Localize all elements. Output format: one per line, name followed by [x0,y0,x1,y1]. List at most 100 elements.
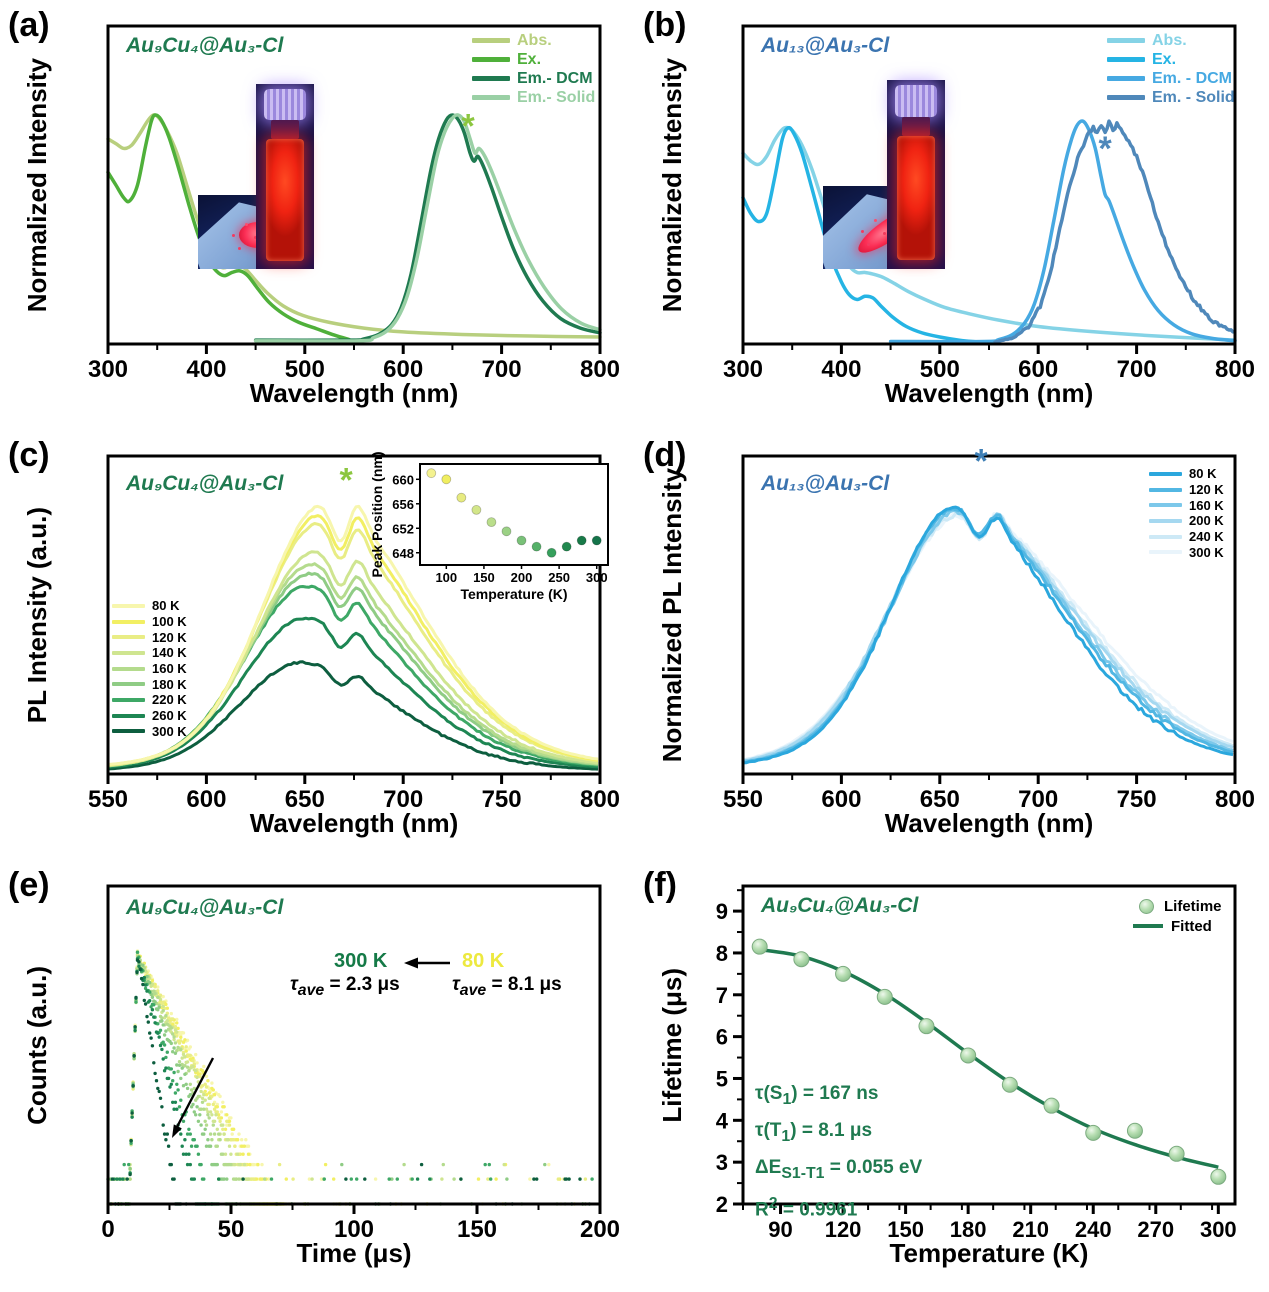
panel-f-y-axis-title: Lifetime (μs) [656,967,687,1123]
legend-swatch-icon [1149,534,1182,539]
legend-label: 80 K [152,598,180,614]
svg-text:600: 600 [1018,356,1058,383]
legend-label: 240 K [1189,529,1224,545]
svg-text:650: 650 [285,786,325,813]
svg-text:150: 150 [887,1217,924,1242]
legend-item-160-k: 160 K [1149,497,1224,513]
svg-text:400: 400 [186,356,226,383]
svg-text:100: 100 [334,1216,374,1243]
legend-label: Em.- Solid [517,88,596,106]
panel-a-title: Au₉Cu₄@Au₃-Cl [126,34,284,57]
legend-label: 160 K [152,661,187,677]
svg-text:650: 650 [920,786,960,813]
lifetime-marker-icon [1139,898,1154,914]
cuvette-photo [256,84,314,269]
svg-text:90: 90 [768,1217,792,1242]
legend-label: 140 K [152,645,187,661]
powder-specks [883,231,886,235]
legend-swatch-icon [112,650,145,655]
panel-c-title: Au₉Cu₄@Au₃-Cl [126,472,284,495]
legend-swatch-icon [472,95,510,100]
legend-item-em-solid: Em. - Solid [1107,88,1235,107]
legend-swatch-icon [112,729,145,734]
legend-swatch-icon [112,666,145,671]
annotation-300k: 300 K [334,950,388,972]
legend-item-120-k: 120 K [112,629,187,645]
powder-specks [254,235,257,239]
panel-e-label: (e) [8,866,50,904]
cuvette-neck [271,120,299,139]
svg-text:150: 150 [473,570,495,585]
legend-item-ex-: Ex. [1107,50,1235,69]
legend-item-200-k: 200 K [1149,513,1224,529]
svg-text:3: 3 [716,1150,728,1175]
panel-c-x-axis-title: Wavelength (nm) [249,808,459,838]
cuvette-cap [264,88,306,121]
legend-swatch-icon [1107,38,1145,43]
svg-text:100: 100 [435,570,457,585]
legend-swatch-icon [1107,76,1145,81]
svg-text:8: 8 [716,941,728,966]
legend-swatch-icon [1107,57,1145,62]
panel-a-label: (a) [8,6,50,44]
legend-swatch-icon [1149,518,1182,523]
legend-swatch-icon [472,38,510,43]
cuvette-neck [902,116,930,136]
panel-c-y-axis-title: PL Intensity (a.u.) [21,506,52,724]
stat-r-squared: R2 = 0.9961 [755,1195,858,1221]
panel-d: 550 600 650 700 750 800 * (d) Au₁₃@Au₃-Cl Norm… [635,430,1269,860]
panel-e-x-axis-title: Time (μs) [296,1238,412,1268]
panel-f-label: (f) [643,866,677,904]
panel-d-label: (d) [643,436,687,474]
legend-label: Em. - Solid [1152,88,1235,106]
legend-item-220-k: 220 K [112,692,187,708]
panel-a-y-axis-title: Normalized Intensity [21,57,52,313]
legend-swatch-icon [112,682,145,687]
svg-text:*: * [462,108,476,146]
legend-label: 80 K [1189,466,1217,482]
svg-text:*: * [975,442,989,480]
panel-d-legend: 80 K 120 K 160 K 200 K 240 K 300 K [1149,466,1224,560]
svg-text:180: 180 [950,1217,987,1242]
svg-text:800: 800 [1215,786,1255,813]
svg-text:240: 240 [1075,1217,1112,1242]
panel-c: 550 600 650 700 750 800 * 100 150 200 250 300 648 652… [0,430,634,860]
svg-text:648: 648 [392,546,414,561]
svg-text:2: 2 [716,1192,728,1217]
legend-item-abs-: Abs. [472,31,595,50]
annotation-80k: 80 K [462,950,505,972]
stat-tau-s1: τ(S1) = 167 ns [755,1083,879,1108]
panel-b-legend: Abs. Ex. Em. - DCM Em. - Solid [1107,31,1235,107]
svg-text:300: 300 [88,356,128,383]
panel-d-x-axis-title: Wavelength (nm) [884,808,1094,838]
legend-item-100-k: 100 K [112,614,187,630]
legend-label: Em.- DCM [517,69,593,87]
svg-text:300: 300 [1200,1217,1237,1242]
panel-b-chart: 300 400 500 600 700 800 * [723,24,1255,383]
panel-e-chart: 0 50 100 150 200 [101,884,620,1243]
legend-swatch-icon [112,635,145,640]
svg-text:200: 200 [580,1216,620,1243]
legend-swatch-icon [1149,503,1182,508]
svg-text:700: 700 [482,356,522,383]
panel-f-legend: Lifetime Fitted [1133,896,1222,936]
legend-label: Ex. [517,50,542,68]
svg-text:600: 600 [186,786,226,813]
svg-text:550: 550 [88,786,128,813]
panel-a-x-axis-title: Wavelength (nm) [249,378,459,408]
svg-text:600: 600 [383,356,423,383]
legend-item-80-k: 80 K [112,598,187,614]
cuvette-cap [895,84,937,117]
legend-swatch-icon [1107,95,1145,100]
legend-item-fitted: Fitted [1133,916,1222,936]
panel-f-x-axis-title: Temperature (K) [889,1238,1089,1268]
svg-text:0: 0 [101,1216,114,1243]
legend-label: 200 K [1189,513,1224,529]
svg-text:750: 750 [482,786,522,813]
legend-item-abs-: Abs. [1107,31,1235,50]
legend-label: 100 K [152,614,187,630]
legend-swatch-icon [112,603,145,608]
panel-d-chart: 550 600 650 700 750 800 * [723,442,1255,813]
